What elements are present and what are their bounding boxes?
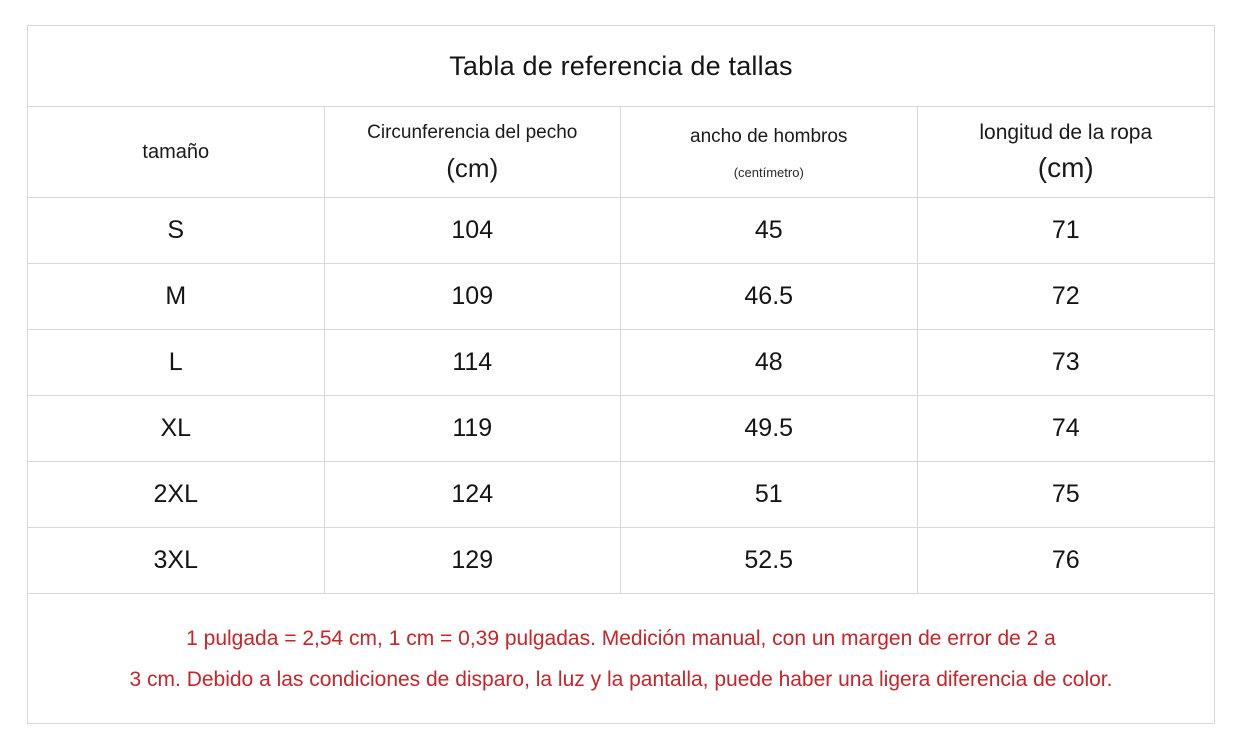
column-header-shoulder-unit: (centímetro) xyxy=(733,165,804,180)
length-value: 75 xyxy=(1051,480,1080,508)
column-header-size: tamaño xyxy=(28,107,325,197)
note-line-1: 1 pulgada = 2,54 cm, 1 cm = 0,39 pulgada… xyxy=(186,626,1056,650)
column-header-length-label: longitud de la ropa xyxy=(979,120,1153,144)
table-row: XL 119 49.5 74 xyxy=(28,396,1214,462)
title-row: Tabla de referencia de tallas xyxy=(28,26,1214,107)
shoulder-value: 52.5 xyxy=(621,528,918,593)
size-value: 2XL xyxy=(28,462,325,527)
length-value: 72 xyxy=(1051,282,1080,310)
chest-value: 124 xyxy=(325,462,621,527)
column-header-chest-label: Circunferencia del pecho xyxy=(367,122,578,143)
column-header-length-unit: (cm) xyxy=(1037,151,1094,183)
shoulder-value: 45 xyxy=(621,198,918,263)
column-header-shoulder: ancho de hombros (centímetro) xyxy=(621,107,918,197)
size-value: S xyxy=(28,198,325,263)
size-value: M xyxy=(28,264,325,329)
chest-value: 114 xyxy=(325,330,621,395)
column-header-chest-unit: (cm) xyxy=(446,153,499,183)
length-value: 74 xyxy=(1051,414,1080,442)
size-value: L xyxy=(28,330,325,395)
column-header-chest: Circunferencia del pecho (cm) xyxy=(325,107,621,197)
note-row: 1 pulgada = 2,54 cm, 1 cm = 0,39 pulgada… xyxy=(28,594,1214,723)
length-value: 73 xyxy=(1051,348,1080,376)
chest-value: 109 xyxy=(325,264,621,329)
column-header-length: longitud de la ropa (cm) xyxy=(918,107,1215,197)
table-row: 2XL 124 51 75 xyxy=(28,462,1214,528)
table-row: L 114 48 73 xyxy=(28,330,1214,396)
chest-value: 129 xyxy=(325,528,621,593)
table-row: M 109 46.5 72 xyxy=(28,264,1214,330)
table-row: S 104 45 71 xyxy=(28,198,1214,264)
chest-value: 104 xyxy=(325,198,621,263)
table-title: Tabla de referencia de tallas xyxy=(449,50,793,81)
shoulder-value: 49.5 xyxy=(621,396,918,461)
shoulder-value: 51 xyxy=(621,462,918,527)
length-value: 76 xyxy=(1051,546,1080,574)
chest-value: 119 xyxy=(325,396,621,461)
header-row: tamaño Circunferencia del pecho (cm) anc… xyxy=(28,107,1214,198)
length-value: 71 xyxy=(1051,216,1080,244)
column-header-shoulder-label: ancho de hombros xyxy=(690,126,848,147)
note-line-2: 3 cm. Debido a las condiciones de dispar… xyxy=(129,667,1113,691)
size-chart-table: Tabla de referencia de tallas tamaño Cir… xyxy=(27,25,1215,724)
size-value: 3XL xyxy=(28,528,325,593)
size-value: XL xyxy=(28,396,325,461)
table-row: 3XL 129 52.5 76 xyxy=(28,528,1214,594)
column-header-size-label: tamaño xyxy=(142,140,210,163)
shoulder-value: 46.5 xyxy=(621,264,918,329)
shoulder-value: 48 xyxy=(621,330,918,395)
